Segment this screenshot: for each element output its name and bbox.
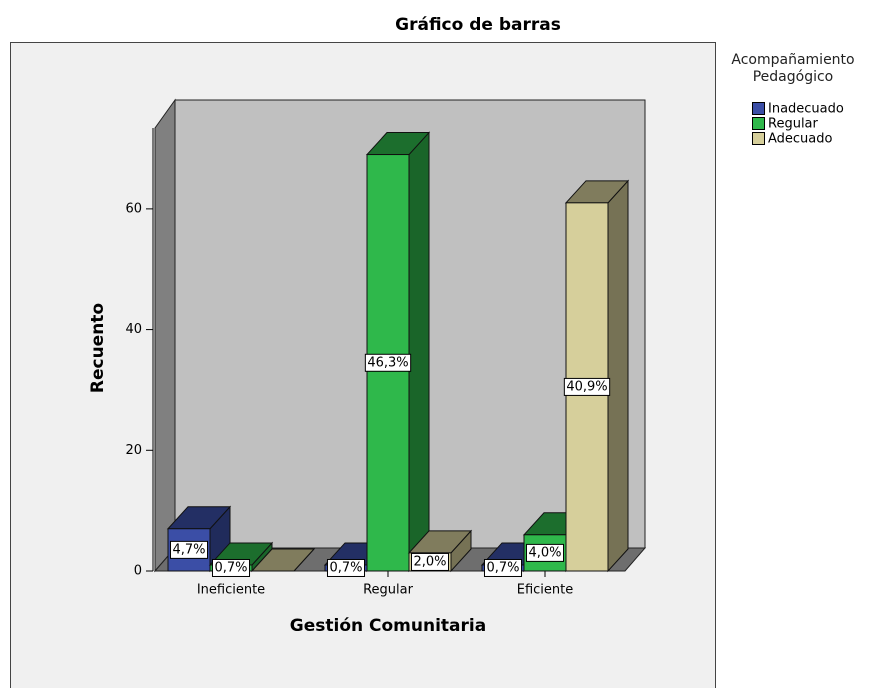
bar [365,131,431,573]
value-label-box [483,558,523,577]
value-label-box [326,558,366,577]
x-tick-label: Ineficiente [197,583,265,598]
side-wall [154,98,176,573]
value-label: 46,3% [364,353,412,372]
legend-swatch [752,132,765,145]
value-label-box [211,558,251,577]
legend-label: Adecuado [768,132,833,147]
x-tick-label: Regular [363,583,414,598]
value-label-text: 4,7% [172,542,205,557]
legend-swatch [752,117,765,130]
value-label: 0,7% [483,558,523,577]
value-label: 4,7% [169,540,209,559]
value-label: 4,0% [525,543,565,562]
value-label-text: 46,3% [367,355,408,370]
value-label-text: 40,9% [566,379,607,394]
y-axis-title: Recuento [88,303,108,393]
value-label-text: 2,0% [413,554,446,569]
value-label-box [525,543,565,562]
value-label-box [410,552,450,571]
y-tick-label: 40 [125,322,142,337]
value-label: 0,7% [211,558,251,577]
bar [250,548,316,572]
legend-label: Regular [768,117,819,132]
chart-title: Gráfico de barras [395,15,561,35]
bar-side [607,179,629,573]
x-tick-label: Eficiente [517,583,574,598]
bar [564,179,630,573]
legend-swatch [752,102,765,115]
bar-top [250,548,316,572]
value-label: 2,0% [410,552,450,571]
value-label-text: 4,0% [528,545,561,560]
value-label: 40,9% [563,377,611,396]
value-label: 0,7% [326,558,366,577]
x-axis-title: Gestión Comunitaria [290,616,486,636]
bar-side [408,131,430,573]
y-tick-label: 0 [134,564,142,579]
value-label-box [169,540,209,559]
value-label-text: 0,7% [214,560,247,575]
y-tick-label: 60 [125,201,142,216]
legend-title: Acompañamiento Pedagógico [731,52,855,85]
legend-label: Inadecuado [768,102,844,117]
y-tick-label: 20 [125,443,142,458]
value-label-text: 0,7% [486,560,519,575]
value-label-text: 0,7% [329,560,362,575]
value-label-box [563,377,611,396]
value-label-box [364,353,412,372]
